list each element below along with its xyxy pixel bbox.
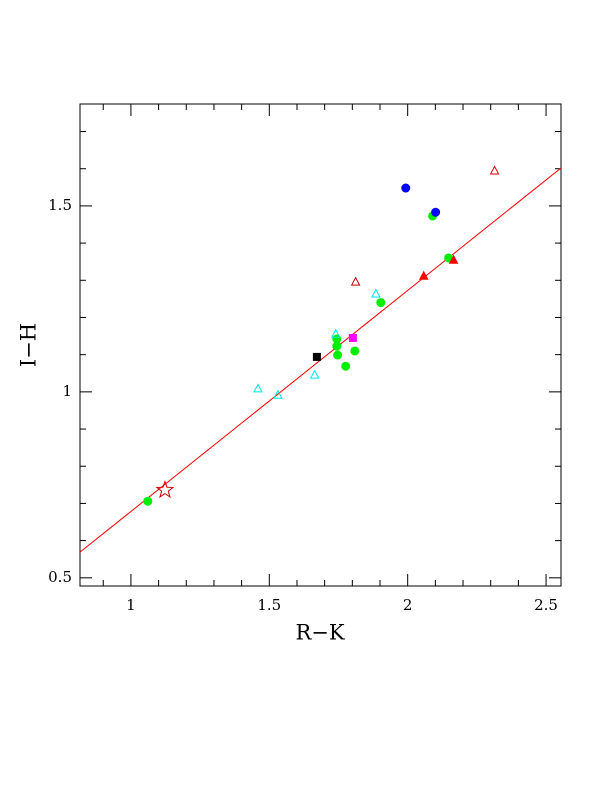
point [143, 496, 153, 506]
point [312, 352, 321, 361]
y-tick-label: 1.5 [48, 196, 72, 214]
point [401, 183, 411, 193]
point [489, 165, 500, 175]
point [155, 480, 175, 499]
y-tick-label: 0.5 [48, 568, 72, 586]
x-tick-label: 2.5 [534, 596, 558, 614]
x-tick-label: 1 [126, 596, 136, 614]
point [376, 298, 386, 308]
point [273, 389, 283, 399]
point [448, 254, 459, 264]
y-tick-label: 1 [62, 382, 72, 400]
point [350, 346, 360, 356]
point [371, 288, 381, 298]
point [341, 361, 351, 371]
point [330, 328, 341, 338]
y-axis-label: I−H [17, 323, 41, 367]
x-axis-label: R−K [295, 621, 344, 645]
point [350, 276, 361, 286]
point [418, 270, 429, 280]
point [348, 333, 357, 342]
x-tick-label: 2 [403, 596, 413, 614]
point [332, 341, 342, 351]
x-tick-label: 1.5 [257, 596, 281, 614]
point [333, 350, 343, 360]
point [309, 369, 320, 379]
point [431, 207, 441, 217]
point [253, 383, 263, 393]
plot-frame [79, 103, 562, 587]
